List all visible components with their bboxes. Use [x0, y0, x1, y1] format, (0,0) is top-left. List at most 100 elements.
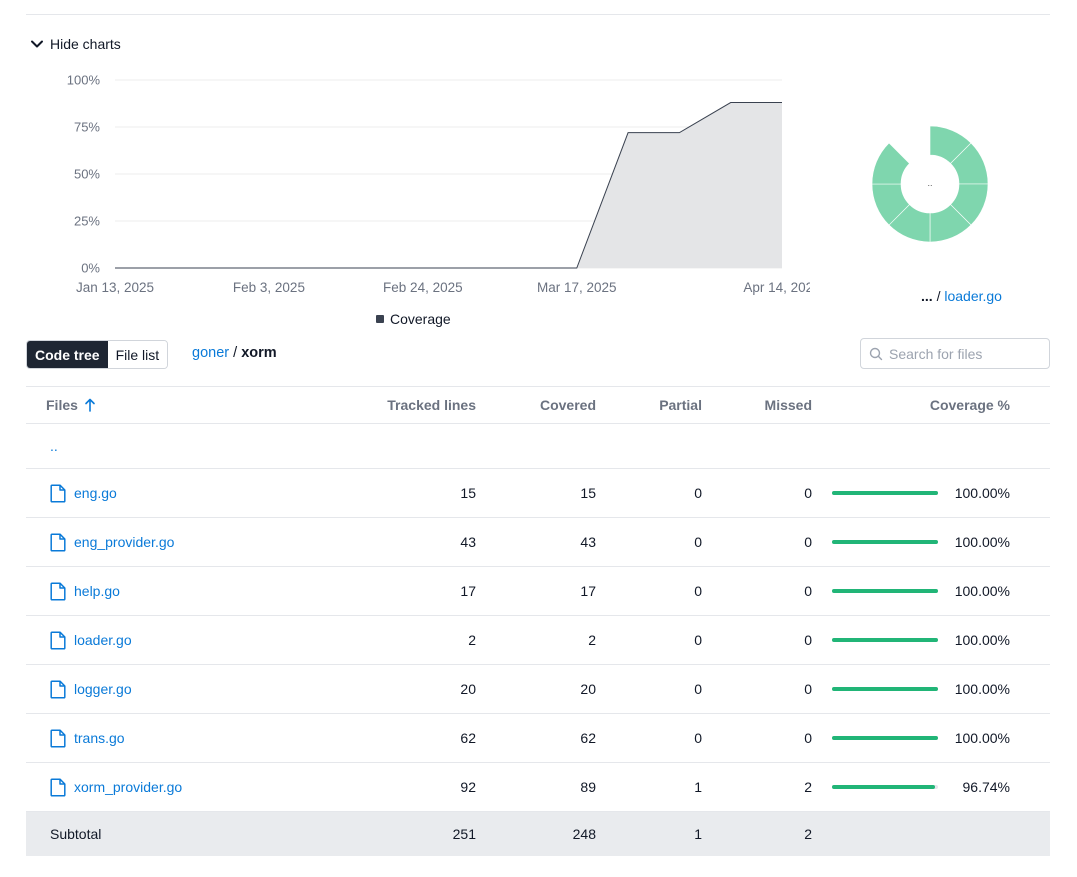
- covered-cell: 62: [580, 730, 596, 746]
- file-link[interactable]: trans.go: [74, 730, 125, 746]
- coverage-percent: 100.00%: [954, 583, 1010, 599]
- coverage-bar: [832, 785, 938, 789]
- coverage-percent: 100.00%: [954, 681, 1010, 697]
- header-partial[interactable]: Partial: [659, 397, 702, 413]
- coverage-bar-fill: [832, 491, 938, 495]
- coverage-bar: [832, 687, 938, 691]
- coverage-area-chart: 0% 25% 50% 75% 100% Jan 13, 2025 Feb 3, 2025 Fe…: [67, 73, 810, 296]
- y-tick-label: 25%: [74, 214, 100, 229]
- file-list-tab[interactable]: File list: [107, 341, 168, 368]
- y-tick-label: 75%: [74, 120, 100, 135]
- files-table: Files Tracked lines Covered Partial Miss…: [26, 386, 1050, 856]
- chevron-down-icon: [31, 40, 43, 48]
- missed-cell: 0: [804, 485, 812, 501]
- tracked-lines-cell: 92: [460, 779, 476, 795]
- coverage-bar-fill: [832, 736, 938, 740]
- table-row: help.go 17 17 0 0 100.00%: [26, 567, 1050, 616]
- top-divider: [26, 14, 1050, 15]
- file-link[interactable]: eng.go: [74, 485, 117, 501]
- covered-cell: 20: [580, 681, 596, 697]
- table-row: eng_provider.go 43 43 0 0 100.00%: [26, 518, 1050, 567]
- table-row: xorm_provider.go 92 89 1 2 96.74%: [26, 763, 1050, 812]
- partial-cell: 0: [694, 485, 702, 501]
- partial-cell: 0: [694, 681, 702, 697]
- file-icon: [50, 777, 66, 797]
- coverage-percent: 100.00%: [954, 632, 1010, 648]
- coverage-area: [115, 102, 782, 268]
- sort-ascending-icon: [85, 398, 95, 412]
- tracked-lines-cell: 15: [460, 485, 476, 501]
- covered-cell: 43: [580, 534, 596, 550]
- table-row: logger.go 20 20 0 0 100.00%: [26, 665, 1050, 714]
- coverage-percent: 100.00%: [954, 485, 1010, 501]
- hide-charts-toggle[interactable]: Hide charts: [30, 33, 121, 55]
- header-tracked-lines[interactable]: Tracked lines: [387, 397, 476, 413]
- file-icon: [50, 728, 66, 748]
- covered-cell: 15: [580, 485, 596, 501]
- parent-directory-row: ..: [26, 424, 1050, 469]
- breadcrumb-file-link[interactable]: loader.go: [944, 288, 1002, 304]
- covered-cell: 17: [580, 583, 596, 599]
- legend-swatch: [376, 315, 384, 323]
- table-row: loader.go 2 2 0 0 100.00%: [26, 616, 1050, 665]
- header-files-label: Files: [46, 397, 78, 413]
- file-link[interactable]: logger.go: [74, 681, 132, 697]
- search-input[interactable]: [889, 345, 1039, 362]
- header-missed[interactable]: Missed: [764, 397, 812, 413]
- missed-cell: 2: [804, 779, 812, 795]
- partial-cell: 0: [694, 583, 702, 599]
- partial-cell: 1: [694, 779, 702, 795]
- file-icon: [50, 581, 66, 601]
- path-breadcrumb: goner / xorm: [192, 345, 277, 361]
- coverage-percent: 100.00%: [954, 730, 1010, 746]
- coverage-bar: [832, 491, 938, 495]
- chart-legend: Coverage: [376, 311, 451, 327]
- partial-cell: 0: [694, 534, 702, 550]
- header-covered[interactable]: Covered: [539, 397, 596, 413]
- partial-cell: 0: [694, 632, 702, 648]
- y-tick-label: 50%: [74, 167, 100, 182]
- sunburst-segment[interactable]: [871, 142, 910, 185]
- coverage-percent: 96.74%: [962, 779, 1010, 795]
- sunburst-chart[interactable]: ..: [868, 122, 992, 246]
- missed-cell: 0: [804, 681, 812, 697]
- x-tick-label: Jan 13, 2025: [76, 280, 154, 295]
- file-link[interactable]: help.go: [74, 583, 120, 599]
- tracked-lines-cell: 2: [468, 632, 476, 648]
- subtotal-partial: 1: [694, 826, 702, 842]
- missed-cell: 0: [804, 730, 812, 746]
- partial-cell: 0: [694, 730, 702, 746]
- y-tick-label: 100%: [67, 73, 101, 88]
- coverage-bar-fill: [832, 589, 938, 593]
- table-row: eng.go 15 15 0 0 100.00%: [26, 469, 1050, 518]
- file-icon: [50, 483, 66, 503]
- subtotal-covered: 248: [572, 826, 596, 842]
- y-tick-label: 0%: [81, 261, 100, 276]
- header-files[interactable]: Files: [26, 397, 346, 413]
- coverage-bar: [832, 638, 938, 642]
- sunburst-center-label: ..: [927, 178, 932, 188]
- x-tick-label: Feb 3, 2025: [233, 280, 305, 295]
- file-link[interactable]: loader.go: [74, 632, 132, 648]
- file-link[interactable]: xorm_provider.go: [74, 779, 183, 795]
- file-icon: [50, 679, 66, 699]
- view-toggle: Code tree File list: [26, 340, 169, 369]
- header-coverage[interactable]: Coverage %: [929, 397, 1010, 413]
- missed-cell: 0: [804, 534, 812, 550]
- tracked-lines-cell: 43: [460, 534, 476, 550]
- selected-file-breadcrumb: ... / loader.go: [921, 288, 1002, 304]
- tracked-lines-cell: 20: [460, 681, 476, 697]
- breadcrumb-ellipsis[interactable]: ...: [921, 288, 933, 304]
- covered-cell: 89: [580, 779, 596, 795]
- file-link[interactable]: eng_provider.go: [74, 534, 175, 550]
- code-tree-tab[interactable]: Code tree: [27, 341, 108, 368]
- path-root-link[interactable]: goner: [192, 345, 230, 361]
- tracked-lines-cell: 17: [460, 583, 476, 599]
- table-row: trans.go 62 62 0 0 100.00%: [26, 714, 1050, 763]
- parent-directory-link[interactable]: ..: [50, 438, 58, 454]
- coverage-bar: [832, 736, 938, 740]
- breadcrumb-separator: /: [936, 288, 941, 304]
- file-icon: [50, 532, 66, 552]
- file-icon: [50, 630, 66, 650]
- coverage-line: [115, 102, 782, 269]
